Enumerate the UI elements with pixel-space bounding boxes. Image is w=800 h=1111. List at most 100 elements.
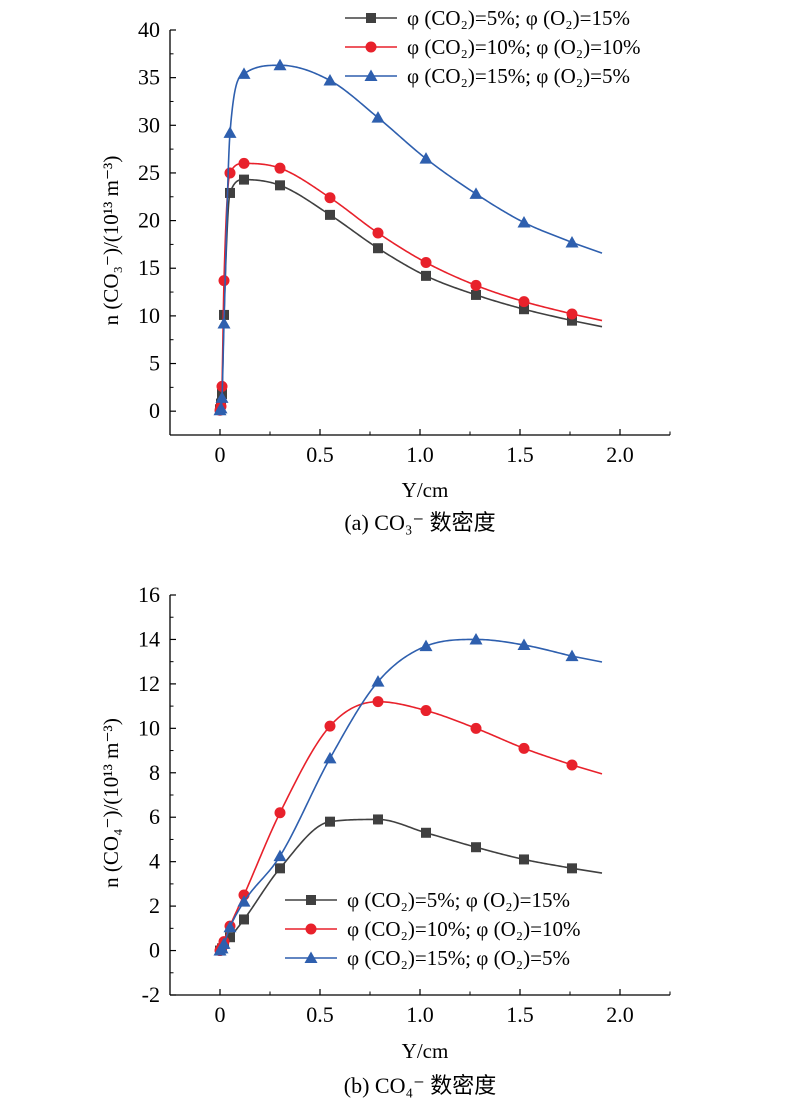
chart-panel-a: 0 0.5 1.0 1.5 2.0 0 5 10 15 20 25 30 35 40 Y/cm n (CO₃⁻…: [99, 6, 671, 535]
legend-label: φ (CO₂)=5%; φ (O₂)=15%: [407, 6, 630, 30]
data-point: [275, 180, 285, 191]
data-point: [365, 41, 377, 53]
data-point: [225, 932, 235, 943]
chart-panel-b: 0 0.5 1.0 1.5 2.0 -2 0 2 4 6 8 10 12 14 16 Y/cm n (CO₄⁻)…: [99, 582, 671, 1098]
data-point: [274, 807, 286, 819]
x-tick-label: 0: [215, 1002, 226, 1027]
data-point: [223, 126, 237, 138]
data-point: [420, 705, 432, 717]
legend-label: φ (CO₂)=5%; φ (O₂)=15%: [347, 888, 570, 912]
series: [213, 632, 603, 956]
data-point: [223, 920, 237, 933]
data-point: [324, 192, 336, 204]
x-tick-label: 0.5: [306, 442, 334, 467]
data-point: [237, 895, 251, 907]
data-point: [364, 69, 378, 81]
data-point: [469, 187, 483, 199]
data-point: [419, 639, 433, 652]
x-axis-label: Y/cm: [402, 1039, 449, 1063]
series-line: [219, 700, 603, 951]
data-point: [373, 243, 383, 254]
y-tick-label: 30: [138, 112, 160, 137]
data-point: [419, 152, 433, 164]
x-tick-label: 1.5: [506, 1002, 534, 1027]
data-point: [471, 289, 481, 300]
y-tick-label: 10: [138, 715, 160, 740]
data-point: [470, 279, 482, 291]
data-point: [306, 895, 316, 905]
data-point: [421, 270, 431, 281]
data-point: [518, 296, 530, 308]
legend: φ (CO₂)=5%; φ (O₂)=15% φ (CO₂)=10%; φ (O₂…: [285, 888, 580, 970]
data-point: [324, 720, 336, 732]
data-point: [519, 854, 529, 865]
series-line: [219, 64, 603, 411]
x-tick-label: 1.0: [406, 442, 434, 467]
data-point: [567, 863, 577, 874]
y-tick-label: 35: [138, 65, 160, 90]
y-tick-label: 25: [138, 160, 160, 185]
x-tick-label: 2.0: [606, 442, 634, 467]
data-point: [239, 914, 249, 925]
data-point: [519, 304, 529, 315]
y-axis-label: n (CO₃⁻)/(10¹³ m⁻³): [99, 156, 123, 326]
y-tick-label: 20: [138, 208, 160, 233]
y-tick-label: 10: [138, 303, 160, 328]
data-point: [565, 236, 579, 248]
x-tick-label: 0.5: [306, 1002, 334, 1027]
data-point: [518, 742, 530, 754]
y-tick-label: 0: [149, 398, 160, 423]
y-tick-label: 4: [149, 849, 160, 874]
data-point: [517, 215, 531, 228]
legend: φ (CO₂)=5%; φ (O₂)=15% φ (CO₂)=10%; φ (O₂…: [345, 6, 640, 88]
x-tick-label: 0: [215, 442, 226, 467]
series-line: [219, 162, 603, 411]
data-point: [325, 816, 335, 827]
data-point: [323, 751, 337, 764]
data-point: [420, 257, 432, 269]
data-point: [371, 111, 385, 123]
data-point: [372, 227, 384, 239]
data-point: [366, 13, 376, 23]
data-point: [373, 814, 383, 825]
data-point: [325, 209, 335, 220]
data-point: [470, 722, 482, 734]
data-point: [214, 401, 228, 414]
data-point: [566, 308, 578, 320]
y-tick-label: -2: [142, 982, 160, 1007]
data-point: [239, 174, 249, 185]
y-tick-label: 8: [149, 760, 160, 785]
data-point: [469, 632, 483, 645]
data-point: [274, 162, 286, 174]
y-tick-label: 16: [138, 582, 160, 607]
y-tick-label: 2: [149, 893, 160, 918]
series: [213, 58, 603, 416]
data-point: [238, 157, 250, 169]
y-tick-label: 6: [149, 804, 160, 829]
data-point: [237, 67, 251, 79]
data-point: [305, 923, 317, 935]
data-point: [273, 849, 287, 862]
y-tick-label: 0: [149, 938, 160, 963]
series: [214, 157, 603, 416]
series-line: [219, 178, 603, 410]
y-axis-label: n (CO₄⁻)/(10¹³ m⁻³): [99, 718, 123, 888]
data-point: [304, 951, 318, 963]
data-point: [225, 187, 235, 198]
data-point: [517, 638, 531, 650]
legend-label: φ (CO₂)=15%; φ (O₂)=5%: [347, 946, 570, 970]
figure-caption: (b) CO₄⁻ 数密度: [344, 1073, 497, 1098]
data-point: [323, 74, 337, 86]
x-axis-label: Y/cm: [402, 478, 449, 502]
data-point: [421, 827, 431, 838]
data-point: [217, 937, 231, 949]
figure-caption: (a) CO₃⁻ 数密度: [344, 510, 495, 535]
data-point: [565, 649, 579, 662]
data-point: [275, 863, 285, 874]
data-point: [273, 58, 287, 71]
data-point: [566, 759, 578, 771]
x-tick-label: 1.0: [406, 1002, 434, 1027]
y-tick-label: 40: [138, 17, 160, 42]
series: [215, 174, 603, 415]
